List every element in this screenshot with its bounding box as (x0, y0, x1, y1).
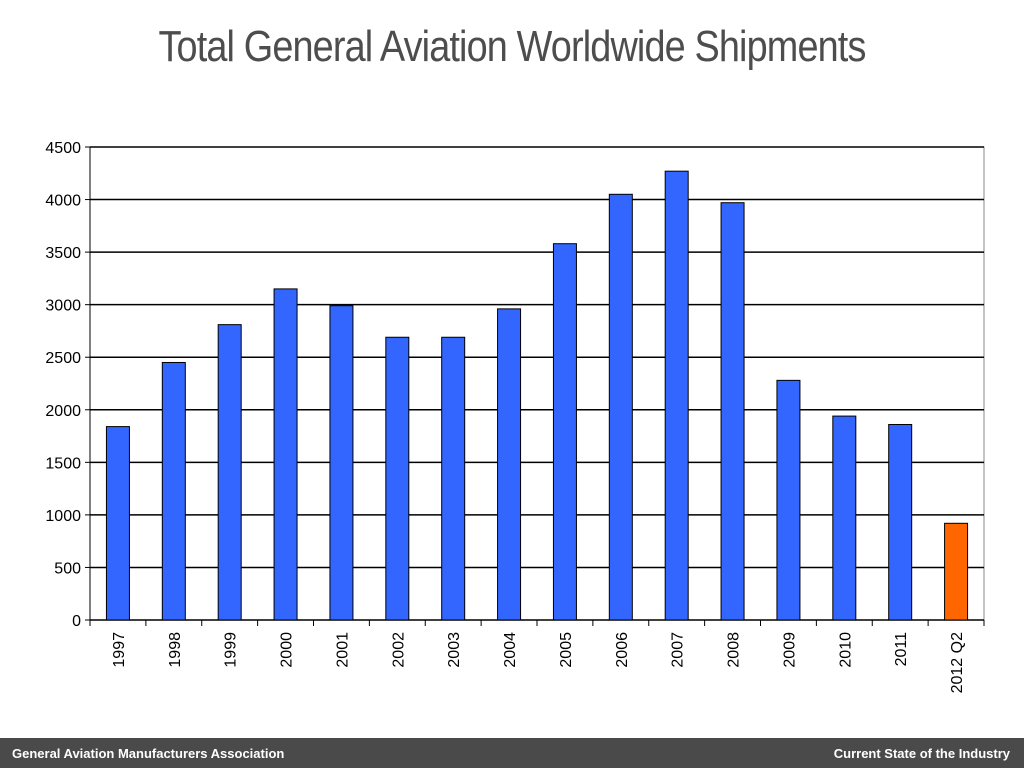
bar-1997 (105, 426, 130, 621)
footer-organization: General Aviation Manufacturers Associati… (12, 746, 285, 761)
x-tick-label: 2003 (446, 632, 463, 668)
x-tick-label: 2004 (502, 632, 519, 668)
y-tick-label: 1500 (45, 455, 81, 472)
x-tick-label: 2007 (670, 632, 687, 668)
bar-2001 (329, 305, 354, 621)
footer-section-title: Current State of the Industry (833, 746, 1010, 761)
bar-2009 (776, 379, 801, 621)
x-tick-label: 2005 (558, 632, 575, 668)
bar-2008 (720, 202, 745, 621)
bar-chart: 0 500 1000 1500 2000 2500 3000 3500 4000 4500 1997… (45, 140, 985, 693)
y-tick-label: 2500 (45, 350, 81, 367)
x-tick-label: 2012 Q2 (949, 632, 966, 693)
bar-1998 (161, 361, 186, 621)
footer-bar: General Aviation Manufacturers Associati… (0, 738, 1024, 768)
bar-2010 (832, 415, 857, 621)
y-tick-label: 500 (54, 560, 81, 577)
x-tick-label: 2006 (614, 632, 631, 668)
x-tick-label: 2008 (726, 632, 743, 668)
x-tick-label: 1997 (111, 632, 128, 668)
bar-2006 (608, 193, 633, 621)
x-tick-label: 2000 (279, 632, 296, 668)
bar-2004 (497, 308, 522, 621)
y-tick-label: 4000 (45, 193, 81, 210)
x-tick-label: 2011 (893, 632, 910, 667)
slide-title: Total General Aviation Worldwide Shipmen… (158, 22, 866, 71)
x-tick-label: 2009 (781, 632, 798, 668)
bar-2011 (888, 423, 913, 621)
bar-2002 (385, 336, 410, 621)
x-tick-label: 1998 (167, 632, 184, 668)
x-tick-label: 2010 (837, 632, 854, 668)
x-tick-label: 2002 (390, 632, 407, 668)
y-tick-label: 2000 (45, 403, 81, 420)
y-tick-label: 3500 (45, 245, 81, 262)
bar-2003 (441, 336, 466, 621)
bar-2007 (664, 170, 689, 621)
x-tick-label: 1999 (223, 632, 240, 668)
bar-2005 (552, 243, 577, 621)
bar-2000 (273, 288, 298, 621)
bar-2012-q2 (944, 522, 969, 621)
y-tick-label: 0 (72, 613, 81, 630)
x-tick-label: 2001 (334, 632, 351, 668)
y-tick-label: 1000 (45, 508, 81, 525)
y-tick-label: 4500 (45, 140, 81, 157)
y-tick-label: 3000 (45, 298, 81, 315)
bar-1999 (217, 324, 242, 621)
